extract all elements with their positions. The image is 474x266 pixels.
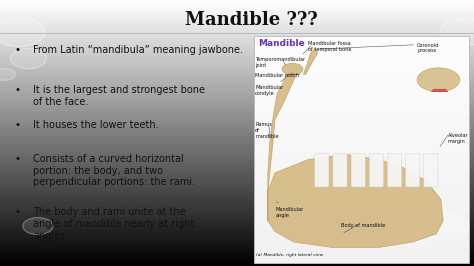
Text: •: • [14, 154, 20, 164]
Text: (a) Mandible, right lateral view: (a) Mandible, right lateral view [256, 253, 323, 257]
Text: From Latin “mandibula” meaning jawbone.: From Latin “mandibula” meaning jawbone. [33, 45, 243, 55]
Text: Mandibular notch: Mandibular notch [255, 73, 299, 78]
Text: Mandibular
condyle: Mandibular condyle [255, 85, 283, 96]
Circle shape [422, 213, 469, 239]
FancyBboxPatch shape [369, 153, 383, 187]
Polygon shape [268, 72, 296, 221]
FancyBboxPatch shape [424, 153, 438, 187]
Circle shape [23, 218, 53, 235]
Text: Consists of a curved horizontal
portion: the body, and two
perpendicular portion: Consists of a curved horizontal portion:… [33, 154, 195, 188]
Text: Alveolar
margin: Alveolar margin [448, 133, 469, 144]
Text: Body of mandible: Body of mandible [341, 223, 385, 228]
Text: Coronoid
process: Coronoid process [417, 43, 439, 53]
Text: Ramus
of
mandible: Ramus of mandible [255, 122, 279, 139]
Circle shape [0, 69, 15, 80]
Text: The body and rami unite at the
angle of mandible nearly at right
angles.: The body and rami unite at the angle of … [33, 207, 194, 241]
Text: Mandible ???: Mandible ??? [185, 11, 318, 29]
Circle shape [441, 141, 460, 152]
Text: Mandibular fossa
of temporal bone: Mandibular fossa of temporal bone [308, 41, 352, 52]
Text: •: • [14, 120, 20, 130]
FancyBboxPatch shape [254, 36, 469, 263]
Circle shape [440, 18, 474, 46]
Text: •: • [14, 45, 20, 55]
Text: It is the largest and strongest bone
of the face.: It is the largest and strongest bone of … [33, 85, 205, 107]
Circle shape [282, 63, 303, 75]
FancyBboxPatch shape [333, 153, 347, 187]
FancyBboxPatch shape [315, 153, 329, 187]
Polygon shape [303, 48, 318, 74]
Circle shape [10, 48, 46, 69]
FancyBboxPatch shape [406, 153, 420, 187]
Text: It houses the lower teeth.: It houses the lower teeth. [33, 120, 159, 130]
Circle shape [417, 68, 460, 92]
Circle shape [403, 231, 431, 247]
FancyBboxPatch shape [387, 153, 401, 187]
Text: •: • [14, 85, 20, 95]
Text: Mandibular
angle: Mandibular angle [276, 207, 304, 218]
Polygon shape [268, 154, 443, 247]
Text: •: • [14, 207, 20, 218]
Text: Temporomandibular
joint: Temporomandibular joint [255, 57, 305, 68]
FancyBboxPatch shape [351, 153, 365, 187]
Text: Mandible: Mandible [258, 39, 305, 48]
Polygon shape [431, 89, 448, 92]
Circle shape [0, 17, 45, 47]
